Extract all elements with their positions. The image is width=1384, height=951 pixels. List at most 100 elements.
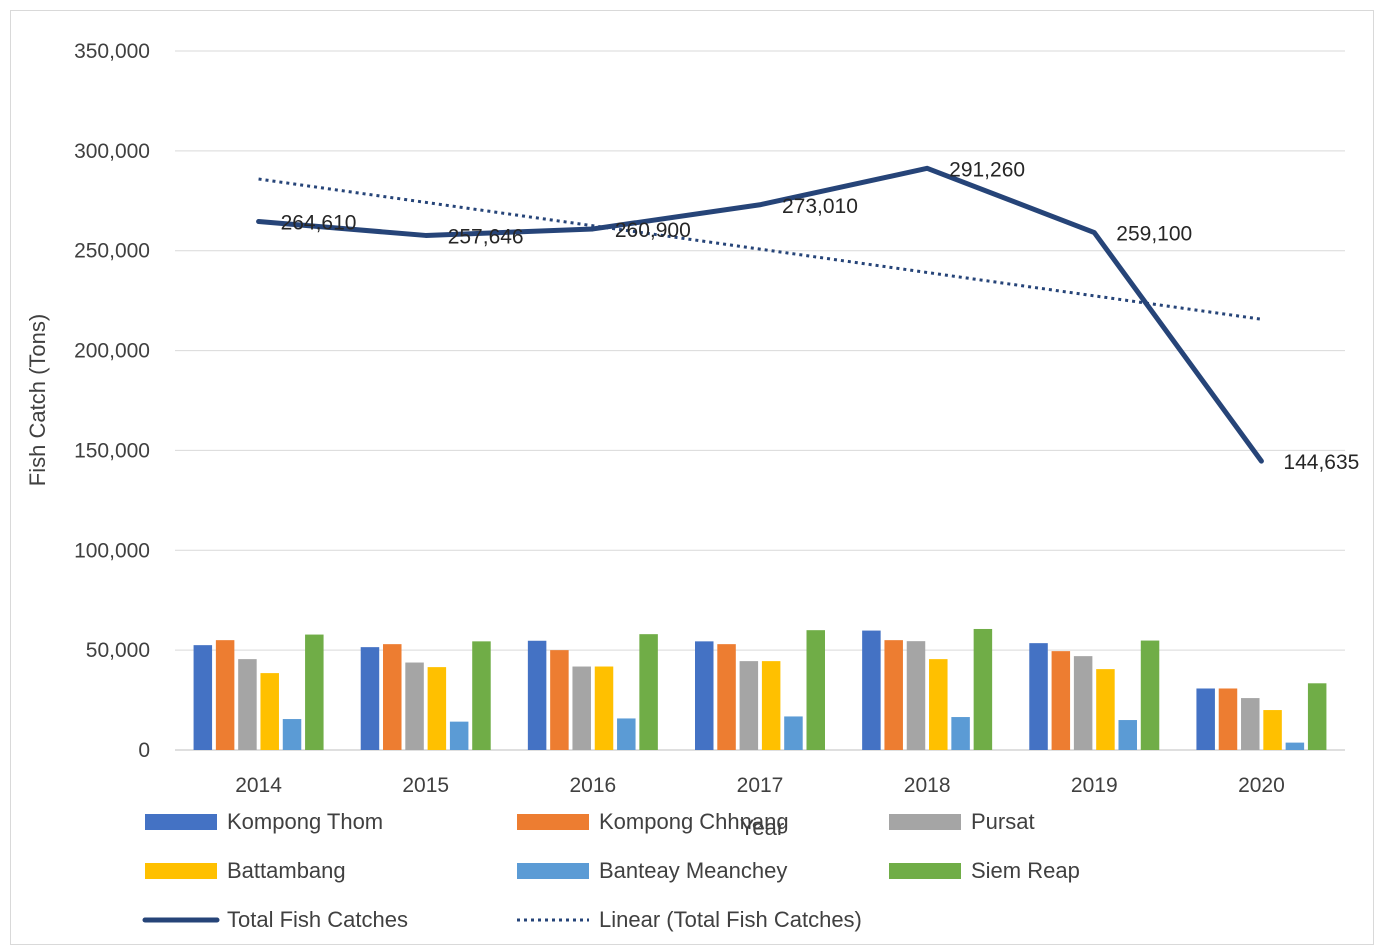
- legend-swatch: [889, 814, 961, 830]
- bar-kompong-thom: [527, 640, 547, 750]
- bar-battambang: [929, 659, 948, 750]
- trendline-group: [258, 177, 1262, 321]
- data-label: 257,646: [448, 225, 524, 248]
- bar-battambang: [761, 661, 781, 750]
- x-tick-label: 2018: [904, 774, 951, 797]
- legend-item: Linear (Total Fish Catches): [517, 907, 862, 932]
- bar-banteay-meanchey: [282, 719, 302, 750]
- bar-kompong-chhnang: [1218, 688, 1238, 750]
- y-axis-title: Fish Catch (Tons): [25, 314, 50, 486]
- data-labels: 264,610 257,646 260,900 273,010 291,260 259,1…: [281, 158, 1360, 474]
- bar-pursat: [572, 666, 591, 750]
- data-label: 264,610: [281, 212, 357, 235]
- trendline: [258, 177, 1262, 321]
- legend-item: Total Fish Catches: [142, 907, 408, 932]
- legend-swatch: [889, 863, 961, 879]
- y-tick-label: 350,000: [74, 40, 150, 63]
- bar-siem-reap: [1140, 640, 1160, 750]
- bar-battambang: [427, 667, 447, 750]
- x-tick-label: 2016: [569, 774, 616, 797]
- legend-swatch: [145, 814, 217, 830]
- data-label: 260,900: [615, 219, 691, 242]
- bar-banteay-meanchey: [1285, 742, 1305, 750]
- bar-battambang: [260, 673, 279, 750]
- y-tick-label: 0: [138, 739, 150, 762]
- bar-battambang: [594, 666, 614, 750]
- legend-label: Linear (Total Fish Catches): [599, 907, 862, 932]
- bar-kompong-thom: [1029, 643, 1048, 750]
- data-label: 273,010: [782, 195, 858, 218]
- y-tick-labels: 0 50,000 100,000 150,000 200,000 250,000 300,0…: [74, 40, 150, 762]
- bar-kompong-chhnang: [717, 644, 736, 750]
- bar-banteay-meanchey: [1118, 720, 1137, 750]
- y-tick-label: 250,000: [74, 240, 150, 263]
- bar-kompong-thom: [360, 647, 380, 750]
- x-tick-label: 2019: [1071, 774, 1118, 797]
- legend-swatch: [517, 814, 589, 830]
- bar-banteay-meanchey: [951, 717, 970, 750]
- bar-pursat: [405, 662, 424, 750]
- bar-battambang: [1096, 669, 1115, 750]
- legend-label: Total Fish Catches: [227, 907, 408, 932]
- bar-banteay-meanchey: [449, 721, 469, 750]
- legend-label: Kompong Thom: [227, 809, 383, 834]
- legend-item: Battambang: [145, 858, 346, 883]
- bar-pursat: [739, 661, 759, 750]
- bar-battambang: [1263, 710, 1282, 750]
- legend-label: Siem Reap: [971, 858, 1080, 883]
- gridlines: [175, 50, 1345, 751]
- x-tick-label: 2014: [235, 774, 282, 797]
- x-tick-label: 2020: [1238, 774, 1285, 797]
- bar-siem-reap: [305, 634, 324, 750]
- bar-kompong-chhnang: [1051, 651, 1071, 750]
- total-fish-catches-line: [256, 165, 1264, 464]
- bar-kompong-chhnang: [550, 650, 569, 750]
- bar-siem-reap: [806, 630, 825, 750]
- bar-siem-reap: [1307, 683, 1327, 750]
- legend-item: Kompong Chhnang: [517, 809, 789, 834]
- x-axis-title: Year: [740, 815, 784, 840]
- bar-series: [193, 628, 1327, 750]
- bar-kompong-chhnang: [383, 644, 402, 750]
- legend-label: Pursat: [971, 809, 1035, 834]
- legend-label: Kompong Chhnang: [599, 809, 789, 834]
- bar-kompong-thom: [695, 641, 714, 750]
- legend-item: Siem Reap: [889, 858, 1080, 883]
- legend-item: Kompong Thom: [145, 809, 383, 834]
- bar-siem-reap: [472, 641, 491, 750]
- x-tick-label: 2017: [737, 774, 784, 797]
- bar-kompong-thom: [193, 645, 213, 750]
- x-tick-labels: 2014 2015 2016 2017 2018 2019 2020: [235, 774, 1285, 797]
- legend-item: Banteay Meanchey: [517, 858, 787, 883]
- legend: Kompong Thom Kompong Chhnang Pursat Battamb…: [142, 809, 1080, 932]
- bar-banteay-meanchey: [784, 716, 803, 750]
- legend-swatch: [517, 863, 589, 879]
- x-tick-label: 2015: [402, 774, 449, 797]
- data-label: 144,635: [1283, 451, 1359, 474]
- bar-pursat: [906, 641, 926, 750]
- bar-siem-reap: [639, 634, 658, 750]
- y-tick-label: 100,000: [74, 539, 150, 562]
- bar-kompong-chhnang: [215, 640, 235, 750]
- legend-swatch: [145, 863, 217, 879]
- legend-label: Battambang: [227, 858, 346, 883]
- bar-siem-reap: [973, 628, 993, 750]
- bar-kompong-thom: [862, 630, 881, 750]
- total-line-group: [256, 165, 1264, 464]
- legend-label: Banteay Meanchey: [599, 858, 787, 883]
- bar-banteay-meanchey: [617, 718, 636, 750]
- bar-pursat: [1073, 656, 1093, 750]
- data-label: 291,260: [949, 158, 1025, 181]
- bar-pursat: [1241, 698, 1260, 750]
- y-tick-label: 200,000: [74, 340, 150, 363]
- bar-pursat: [238, 659, 257, 750]
- y-tick-label: 150,000: [74, 439, 150, 462]
- chart-frame: [10, 10, 1374, 945]
- y-tick-label: 50,000: [86, 639, 150, 662]
- data-label: 259,100: [1116, 223, 1192, 246]
- legend-item: Pursat: [889, 809, 1035, 834]
- bar-kompong-chhnang: [884, 640, 903, 750]
- y-tick-label: 300,000: [74, 140, 150, 163]
- bar-kompong-thom: [1196, 688, 1215, 750]
